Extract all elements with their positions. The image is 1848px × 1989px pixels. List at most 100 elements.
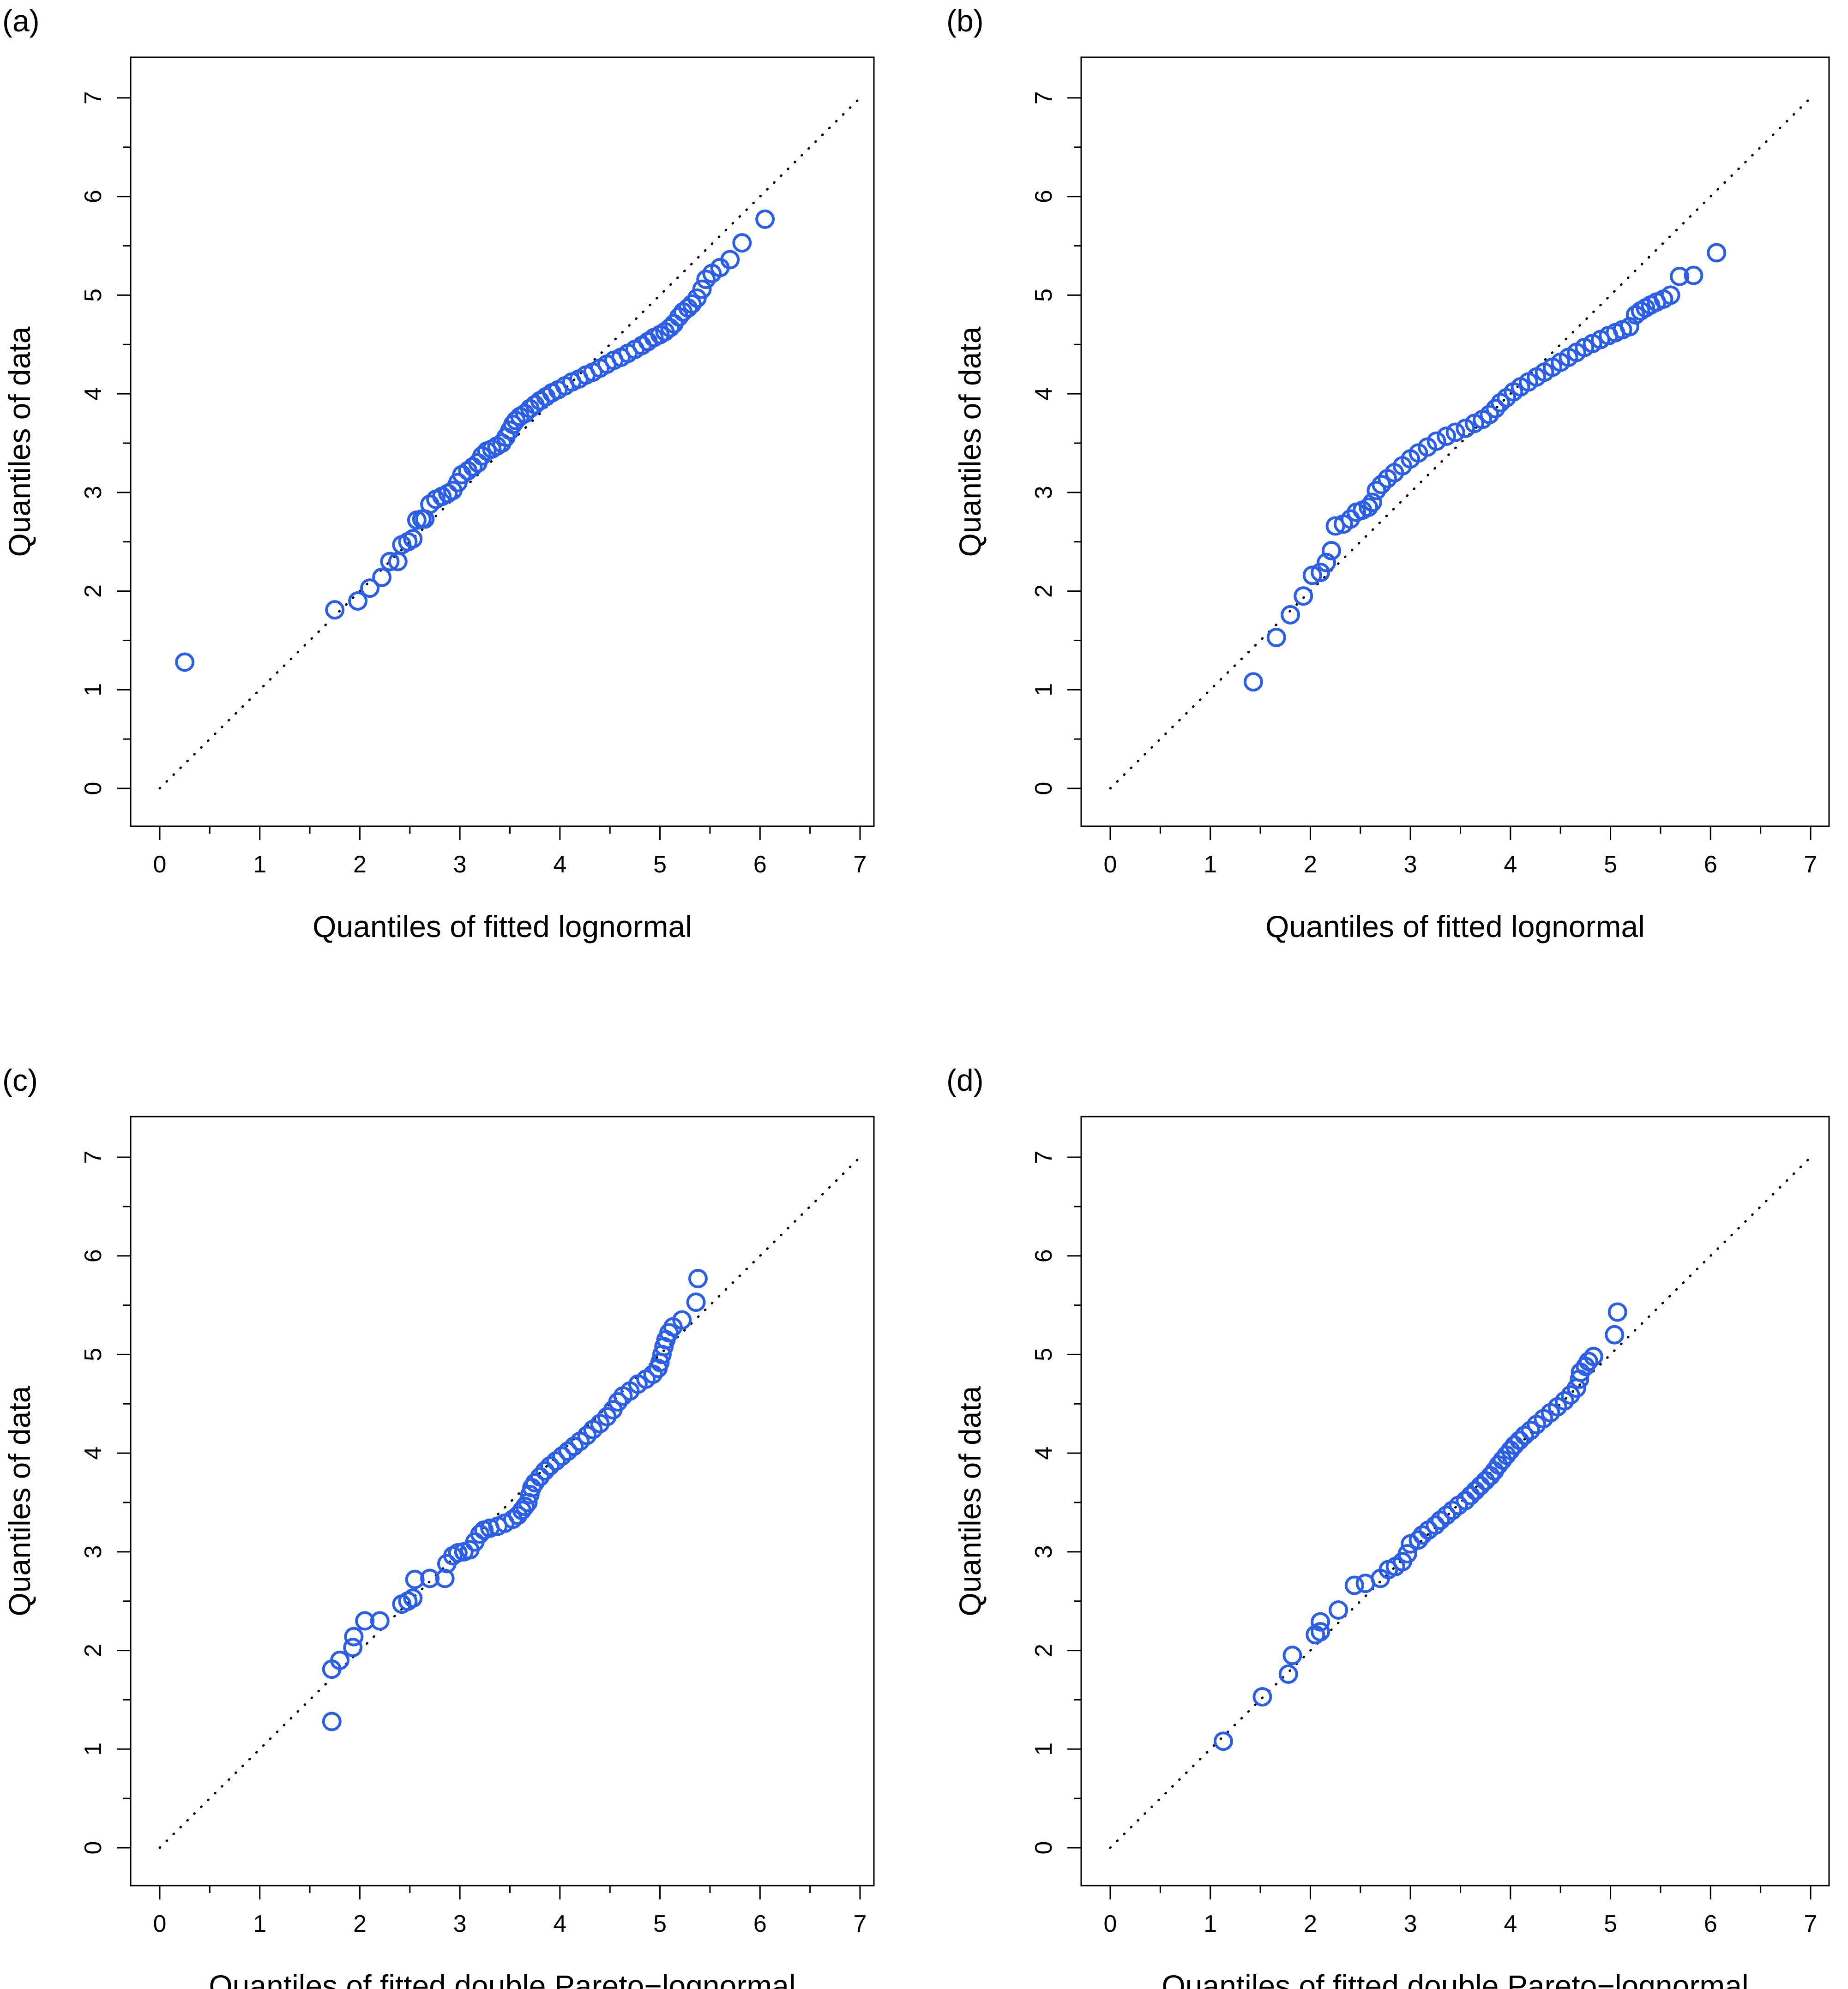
- panel-d-data-point: [1510, 1430, 1529, 1450]
- panel-b-data-point: [1281, 605, 1300, 625]
- panel-b-data-point: [1684, 265, 1704, 285]
- panel-c-x-tick-label: 3: [453, 1911, 467, 1937]
- panel-b-x-tick-label: 1: [1204, 851, 1217, 878]
- panel-a-label: (a): [2, 4, 40, 38]
- panel-c-y-tick-label: 5: [80, 1348, 107, 1361]
- panel-b-data-point: [1480, 405, 1499, 425]
- panel-c-data-point: [564, 1436, 584, 1456]
- panel-d-data-point: [1278, 1664, 1298, 1684]
- panel-a-x-tick-label: 3: [453, 851, 467, 878]
- panel-c-x-tick-label: 7: [854, 1911, 867, 1937]
- panel-d-data-point: [1505, 1436, 1524, 1455]
- panel-c-data-point: [688, 1268, 708, 1288]
- panel-a-y-tick-label: 6: [80, 190, 107, 203]
- panel-a-y-tick-label: 0: [80, 782, 107, 795]
- panel-d-data-point: [1583, 1346, 1603, 1366]
- panel-b-data-point: [1670, 266, 1690, 286]
- panel-d-data-point: [1213, 1731, 1233, 1751]
- panel-b-data-point: [1362, 493, 1382, 512]
- panel-d-data-point: [1311, 1612, 1330, 1632]
- panel-a-data-point: [696, 270, 716, 289]
- panel-c-data-point: [420, 1568, 440, 1588]
- panel-b-data-point: [1661, 285, 1680, 305]
- panel-c-data-point: [405, 1569, 425, 1589]
- panel-b-x-tick-label: 2: [1304, 851, 1317, 878]
- panel-d-data-point: [1466, 1481, 1486, 1501]
- panel-d-data-point: [1413, 1525, 1433, 1545]
- panel-b-data-point: [1359, 497, 1378, 517]
- panel-b-data-point: [1321, 541, 1341, 560]
- panel-d-label: (d): [946, 1063, 984, 1097]
- panel-c-data-point: [535, 1461, 555, 1481]
- panel-c-y-tick-label: 1: [80, 1743, 107, 1756]
- panel-c-data-point: [672, 1310, 692, 1330]
- panel-b-data-point: [1491, 393, 1511, 413]
- panel-b-data-point: [1294, 586, 1313, 606]
- panel-a-y-tick-label: 3: [80, 486, 107, 499]
- panel-c-y-tick-label: 4: [80, 1447, 107, 1460]
- panel-a-data-point: [325, 600, 345, 620]
- panel-d-x-tick-label: 6: [1704, 1911, 1717, 1937]
- panel-b-data-point: [1427, 431, 1446, 451]
- panel-c-data-point: [330, 1650, 350, 1670]
- panel-d-data-point: [1456, 1490, 1475, 1510]
- panel-d-data-point: [1426, 1515, 1445, 1535]
- panel-a-reference-line: [158, 96, 861, 790]
- panel-b-y-tick-label: 3: [1030, 486, 1057, 499]
- panel-d-y-tick-label: 2: [1030, 1644, 1057, 1657]
- panel-b-y-tick-label: 2: [1030, 584, 1057, 598]
- panel-a-data-point: [682, 294, 702, 314]
- panel-a: (a) 0 1 2 3 4 5 6 7 0 1 2 3 4 5 6 7 Quantiles of fitted l…: [2, 4, 875, 943]
- panel-a-y-axis-label: Quantiles of data: [2, 326, 36, 557]
- panel-d-x-tick-label: 2: [1304, 1911, 1317, 1937]
- panel-d-data-point: [1282, 1646, 1302, 1665]
- panel-b-y-tick-label: 4: [1030, 387, 1057, 401]
- panel-a-data-point: [732, 233, 752, 253]
- panel-b-data-point: [1266, 628, 1286, 648]
- panel-b-x-tick-label: 4: [1504, 851, 1517, 878]
- panel-a-data-point: [755, 209, 775, 229]
- panel-d-data-point: [1521, 1420, 1541, 1440]
- panel-a-x-tick-label: 4: [553, 851, 566, 878]
- panel-d-x-tick-label: 0: [1104, 1911, 1117, 1937]
- panel-c-data-point: [608, 1392, 628, 1412]
- panel-d-x-tick-label: 4: [1504, 1911, 1517, 1937]
- panel-c-data-point: [546, 1451, 566, 1471]
- panel-c-data-point: [470, 1524, 490, 1544]
- panel-c-x-tick-label: 1: [253, 1911, 266, 1937]
- panel-a-data-point: [403, 529, 423, 549]
- panel-c-data-point: [577, 1425, 597, 1445]
- panel-a-data-point: [720, 250, 740, 270]
- panel-b-data-point: [1437, 427, 1457, 446]
- panel-b-y-tick-label: 0: [1030, 782, 1057, 795]
- panel-b-y-tick-label: 5: [1030, 288, 1057, 302]
- panel-c-data-point: [355, 1611, 375, 1631]
- panel-c-data-point: [515, 1496, 535, 1516]
- panel-c-data-point: [343, 1638, 363, 1658]
- panel-a-data-point: [360, 578, 380, 598]
- panel-d-data-point: [1397, 1544, 1417, 1564]
- panel-a-y-tick-label: 1: [80, 683, 107, 697]
- panel-a-y-tick-label: 5: [80, 288, 107, 302]
- panel-d-x-tick-label: 5: [1604, 1911, 1617, 1937]
- panel-d-y-tick-label: 4: [1030, 1447, 1057, 1460]
- panel-b-y-tick-label: 1: [1030, 683, 1057, 697]
- panel-d-data-point: [1605, 1325, 1625, 1345]
- panel-c-y-tick-label: 6: [80, 1249, 107, 1262]
- panel-c-data-point: [370, 1611, 390, 1631]
- panel-a-y-tick-label: 7: [80, 91, 107, 105]
- panel-c-x-axis-label: Quantiles of fitted double Pareto−lognor…: [209, 1969, 795, 1989]
- panel-d-y-tick-label: 3: [1030, 1545, 1057, 1558]
- panel-d-data-point: [1515, 1425, 1535, 1445]
- panel-d-plot-frame: [1080, 1116, 1830, 1887]
- panel-a-data-point: [175, 652, 195, 672]
- panel-d-x-tick-label: 3: [1404, 1911, 1417, 1937]
- panel-c-data-point: [552, 1446, 572, 1466]
- panel-d-data-point: [1554, 1391, 1574, 1411]
- panel-d-x-tick-label: 7: [1804, 1911, 1818, 1937]
- panel-b-data-point: [1311, 562, 1330, 582]
- panel-c-data-point: [525, 1473, 545, 1493]
- panel-a-plot-frame: [130, 56, 875, 827]
- panel-d-data-point: [1470, 1476, 1490, 1496]
